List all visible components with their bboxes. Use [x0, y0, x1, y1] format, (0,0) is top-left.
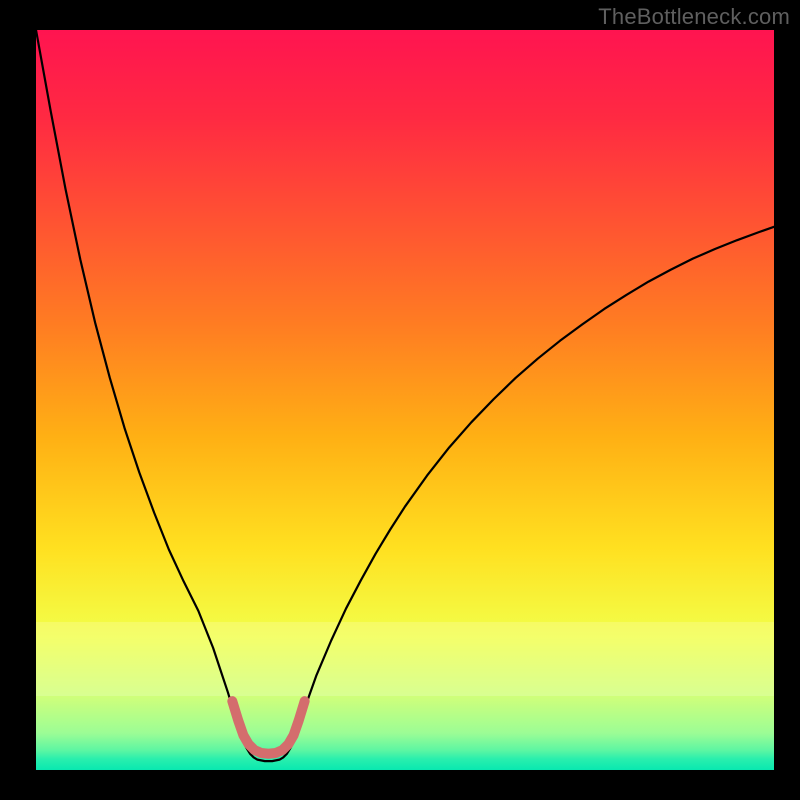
pale-horizontal-band	[36, 622, 774, 696]
chart-container: TheBottleneck.com	[0, 0, 800, 800]
plot-stage	[36, 30, 774, 770]
bottleneck-curve-chart	[36, 30, 774, 770]
watermark-text: TheBottleneck.com	[598, 4, 790, 30]
